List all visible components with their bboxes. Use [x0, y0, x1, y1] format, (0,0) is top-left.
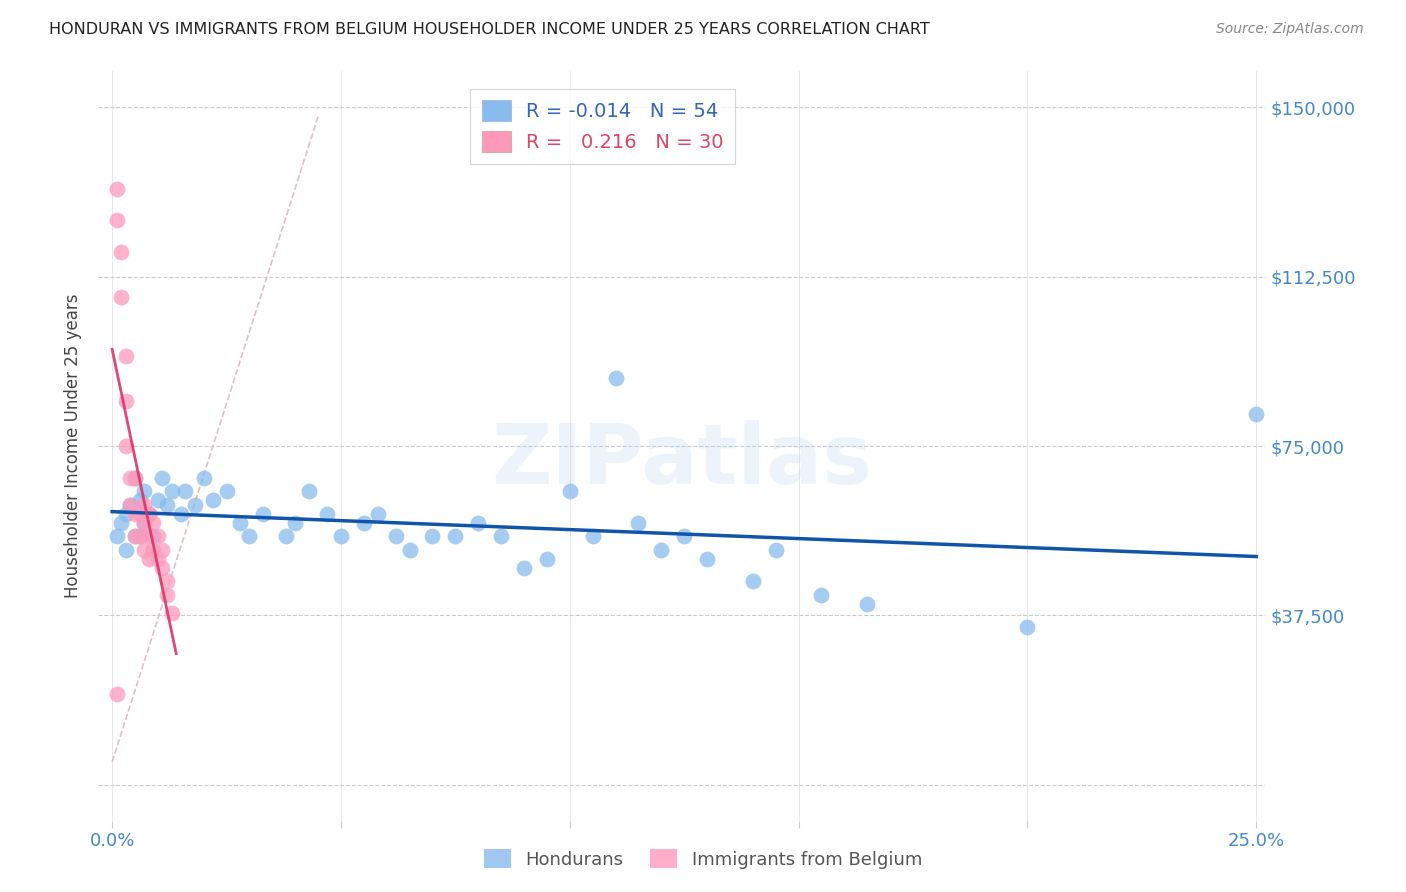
Y-axis label: Householder Income Under 25 years: Householder Income Under 25 years [65, 293, 83, 599]
Point [215, 484, 238, 499]
Point [152, 470, 174, 484]
Point [115, 393, 138, 408]
Point [134, 498, 156, 512]
Point [696, 552, 718, 566]
Point [330, 529, 353, 543]
Point [174, 484, 197, 499]
Point [558, 484, 581, 499]
Point [741, 574, 763, 589]
Point [183, 498, 205, 512]
Point [252, 507, 274, 521]
Point [156, 498, 179, 512]
Point [115, 349, 138, 363]
Point [367, 507, 389, 521]
Point [134, 516, 156, 530]
Point [142, 542, 165, 557]
Point [582, 529, 605, 543]
Legend: R = -0.014   N = 54, R =   0.216   N = 30: R = -0.014 N = 54, R = 0.216 N = 30 [470, 88, 735, 164]
Point [128, 493, 150, 508]
Point [229, 516, 252, 530]
Point [160, 606, 183, 620]
Point [115, 507, 138, 521]
Point [856, 597, 879, 611]
Point [238, 529, 260, 543]
Point [120, 470, 142, 484]
Point [138, 552, 160, 566]
Text: Source: ZipAtlas.com: Source: ZipAtlas.com [1216, 22, 1364, 37]
Point [105, 213, 128, 227]
Point [650, 542, 672, 557]
Point [134, 542, 156, 557]
Point [156, 588, 179, 602]
Text: ZIPatlas: ZIPatlas [492, 420, 872, 501]
Point [385, 529, 408, 543]
Point [765, 542, 787, 557]
Point [120, 498, 142, 512]
Point [422, 529, 444, 543]
Point [152, 561, 174, 575]
Point [1244, 408, 1267, 422]
Point [627, 516, 650, 530]
Point [138, 507, 160, 521]
Point [810, 588, 832, 602]
Point [146, 529, 169, 543]
Point [673, 529, 696, 543]
Point [124, 470, 146, 484]
Point [201, 493, 224, 508]
Point [298, 484, 321, 499]
Point [105, 182, 128, 196]
Point [142, 529, 165, 543]
Point [124, 529, 146, 543]
Point [398, 542, 420, 557]
Point [274, 529, 297, 543]
Point [134, 516, 156, 530]
Point [605, 371, 627, 385]
Point [1017, 619, 1039, 633]
Point [110, 516, 132, 530]
Point [124, 470, 146, 484]
Point [284, 516, 307, 530]
Point [316, 507, 339, 521]
Point [128, 507, 150, 521]
Point [128, 529, 150, 543]
Point [444, 529, 467, 543]
Point [128, 529, 150, 543]
Point [105, 529, 128, 543]
Point [536, 552, 558, 566]
Point [110, 290, 132, 304]
Point [170, 507, 193, 521]
Point [134, 484, 156, 499]
Point [115, 439, 138, 453]
Point [152, 542, 174, 557]
Point [146, 493, 169, 508]
Point [124, 529, 146, 543]
Point [489, 529, 512, 543]
Point [120, 498, 142, 512]
Point [193, 470, 215, 484]
Point [110, 244, 132, 259]
Point [124, 507, 146, 521]
Point [160, 484, 183, 499]
Point [142, 516, 165, 530]
Legend: Hondurans, Immigrants from Belgium: Hondurans, Immigrants from Belgium [477, 842, 929, 876]
Point [467, 516, 489, 530]
Point [156, 574, 179, 589]
Point [138, 529, 160, 543]
Point [105, 687, 128, 701]
Point [146, 552, 169, 566]
Point [353, 516, 375, 530]
Point [138, 507, 160, 521]
Point [513, 561, 536, 575]
Text: HONDURAN VS IMMIGRANTS FROM BELGIUM HOUSEHOLDER INCOME UNDER 25 YEARS CORRELATIO: HONDURAN VS IMMIGRANTS FROM BELGIUM HOUS… [49, 22, 929, 37]
Point [115, 542, 138, 557]
